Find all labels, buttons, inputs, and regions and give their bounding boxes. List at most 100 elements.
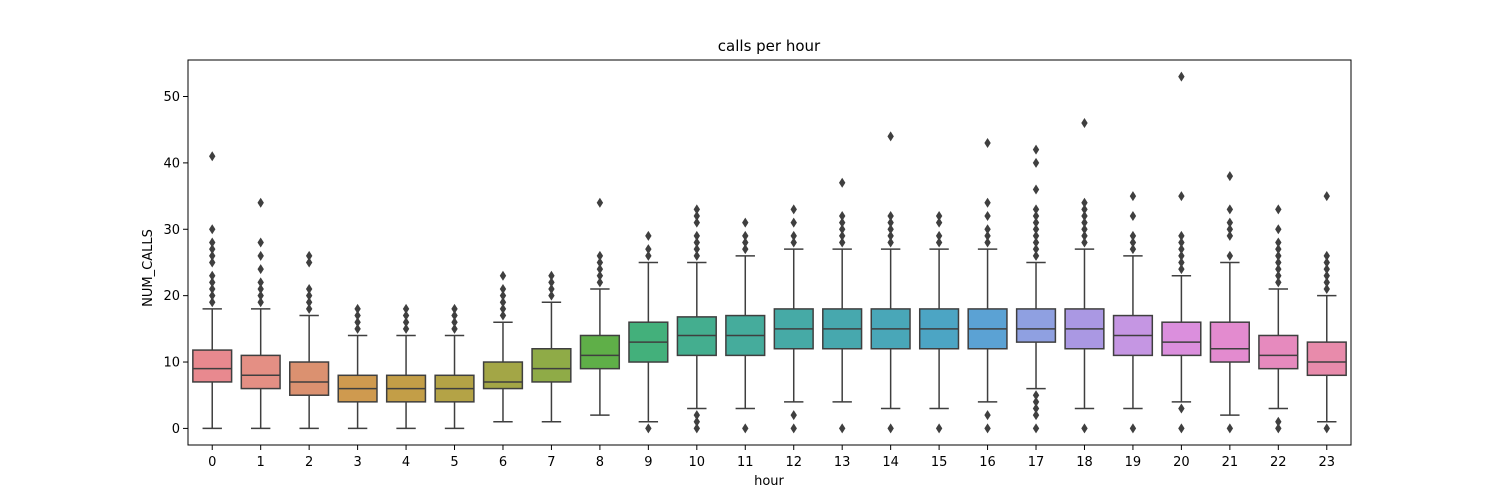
x-tick-label: 23: [1318, 455, 1335, 470]
outlier-point: [790, 217, 797, 228]
outlier-point: [257, 197, 264, 208]
outlier-point: [693, 230, 701, 241]
outlier-point: [499, 297, 507, 308]
outlier-point: [1178, 244, 1185, 255]
box-hour-13: [822, 177, 863, 434]
x-tick-label: 18: [1076, 455, 1093, 470]
outlier-point: [1323, 277, 1330, 288]
outlier-point: [1275, 277, 1282, 288]
outlier-point: [645, 423, 652, 434]
x-tick-label: 5: [450, 455, 458, 470]
x-tick-label: 4: [402, 455, 410, 470]
outlier-point: [1081, 197, 1088, 208]
outlier-point: [887, 230, 894, 241]
x-tick-label: 2: [305, 455, 313, 470]
outlier-point: [742, 230, 749, 241]
box-iqr: [240, 354, 281, 390]
outlier-point: [257, 277, 264, 288]
outlier-point: [209, 250, 216, 261]
outlier-point: [645, 250, 652, 261]
outlier-point: [1275, 237, 1282, 248]
outlier-point: [305, 284, 313, 295]
outlier-point: [209, 224, 216, 235]
box-hour-4: [385, 303, 427, 430]
outlier-point: [354, 303, 361, 314]
x-tick-label: 12: [785, 455, 802, 470]
outlier-point: [354, 317, 361, 328]
y-tick-label: 20: [163, 289, 180, 304]
outlier-point: [935, 230, 943, 241]
box-hour-15: [918, 210, 960, 434]
outlier-point: [984, 230, 991, 241]
x-tick-label: 0: [208, 455, 216, 470]
outlier-point: [596, 257, 604, 268]
outlier-point: [887, 423, 894, 434]
box-hour-11: [725, 217, 766, 434]
outlier-point: [596, 277, 604, 288]
outlier-point: [984, 423, 991, 434]
outlier-point: [402, 310, 410, 321]
box-hour-21: [1209, 171, 1250, 434]
outlier-point: [305, 303, 313, 314]
outlier-point: [1032, 237, 1040, 248]
outlier-point: [935, 210, 943, 221]
outlier-point: [838, 237, 846, 248]
outlier-point: [1129, 237, 1137, 248]
outlier-point: [499, 284, 507, 295]
outlier-point: [1226, 250, 1234, 261]
x-tick-label: 20: [1173, 455, 1190, 470]
outlier-point: [548, 277, 555, 288]
y-tick-label: 50: [163, 90, 180, 105]
outlier-point: [935, 423, 943, 434]
outlier-point: [209, 270, 216, 281]
outlier-point: [935, 237, 943, 248]
outlier-point: [693, 204, 701, 215]
outlier-point: [1275, 204, 1282, 215]
x-tick-label: 6: [499, 455, 507, 470]
x-tick-label: 22: [1270, 455, 1287, 470]
outlier-point: [838, 210, 846, 221]
outlier-point: [354, 323, 361, 334]
box-hour-6: [482, 270, 524, 423]
box-hour-19: [1112, 191, 1154, 434]
outlier-point: [790, 410, 797, 421]
outlier-point: [1081, 210, 1088, 221]
outlier-point: [1081, 237, 1088, 248]
y-tick-label: 30: [163, 223, 180, 238]
outlier-point: [596, 197, 604, 208]
outlier-point: [209, 151, 216, 162]
box-hour-18: [1064, 118, 1105, 434]
outlier-point: [887, 224, 894, 235]
outlier-point: [257, 237, 264, 248]
outlier-point: [402, 303, 410, 314]
outlier-point: [887, 210, 894, 221]
outlier-point: [693, 416, 701, 427]
x-tick-label: 21: [1222, 455, 1239, 470]
outlier-point: [838, 423, 846, 434]
outlier-point: [1081, 230, 1088, 241]
x-tick-label: 11: [737, 455, 754, 470]
outlier-point: [402, 323, 410, 334]
box-iqr: [1209, 321, 1250, 363]
outlier-point: [693, 410, 701, 421]
box-iqr: [192, 349, 233, 383]
outlier-point: [1323, 423, 1330, 434]
x-axis: 0 1 2 3 4 5 6 7 8 9 10 11 12 13 14 15 16 17 18 19 20 21 22 23: [208, 445, 1335, 470]
y-tick-label: 40: [163, 156, 180, 171]
box-hour-3: [337, 303, 378, 430]
outlier-point: [645, 230, 652, 241]
outlier-point: [887, 217, 894, 228]
outlier-point: [1032, 390, 1040, 401]
outlier-point: [1323, 284, 1330, 295]
box-hour-14: [870, 131, 911, 434]
outlier-point: [257, 250, 264, 261]
outlier-point: [1323, 257, 1330, 268]
outlier-point: [935, 217, 943, 228]
outlier-point: [1275, 423, 1282, 434]
outlier-point: [1032, 244, 1040, 255]
outlier-point: [742, 423, 749, 434]
x-tick-label: 17: [1028, 455, 1045, 470]
outlier-point: [209, 244, 216, 255]
outlier-point: [499, 303, 507, 314]
